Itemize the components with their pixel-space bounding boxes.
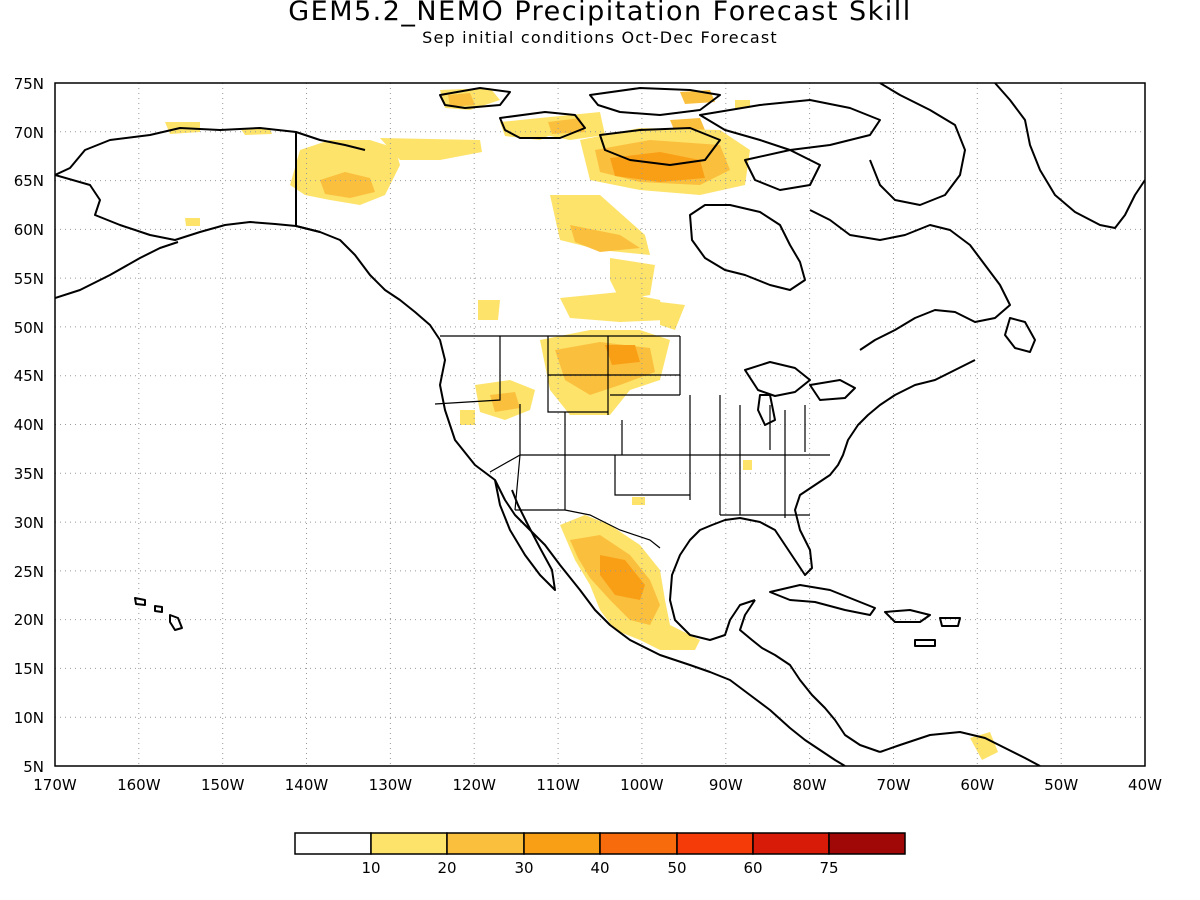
- colorbar-swatch: [752, 832, 830, 855]
- lat-label: 15N: [14, 660, 44, 678]
- lat-label: 40N: [14, 416, 44, 434]
- colorbar-label: 75: [819, 859, 838, 877]
- lon-label: 80W: [793, 776, 827, 794]
- lon-label: 110W: [536, 776, 580, 794]
- colorbar-label: 40: [590, 859, 609, 877]
- lat-label: 45N: [14, 367, 44, 385]
- coastlines: [55, 83, 1145, 766]
- lat-label: 25N: [14, 563, 44, 581]
- grid-lines: [55, 83, 1145, 766]
- political-borders: [434, 335, 830, 549]
- colorbar-label: 60: [743, 859, 762, 877]
- lat-label: 30N: [14, 514, 44, 532]
- lon-label: 70W: [877, 776, 911, 794]
- lon-label: 100W: [620, 776, 664, 794]
- lat-label: 20N: [14, 611, 44, 629]
- lon-label: 130W: [369, 776, 413, 794]
- lon-label: 90W: [709, 776, 743, 794]
- colorbar-label: 20: [437, 859, 456, 877]
- colorbar-swatch: [599, 832, 678, 855]
- map-frame: [54, 82, 1146, 767]
- lat-label: 35N: [14, 465, 44, 483]
- colorbar: 10 20 30 40 50 60 75: [294, 832, 906, 877]
- lon-label: 160W: [117, 776, 161, 794]
- map-title: GEM5.2_NEMO Precipitation Forecast Skill: [288, 0, 912, 27]
- lon-label: 50W: [1044, 776, 1078, 794]
- lon-label: 60W: [960, 776, 994, 794]
- lon-label: 170W: [33, 776, 77, 794]
- lon-label: 120W: [452, 776, 496, 794]
- colorbar-swatch: [676, 832, 754, 855]
- colorbar-swatch: [446, 832, 525, 855]
- colorbar-label: 50: [667, 859, 686, 877]
- longitude-labels: 170W 160W 150W 140W 130W 120W 110W 100W …: [33, 776, 1162, 794]
- lat-label: 5N: [23, 758, 44, 776]
- colorbar-swatch: [828, 832, 906, 855]
- lon-label: 40W: [1128, 776, 1162, 794]
- colorbar-label: 30: [514, 859, 533, 877]
- lat-label: 65N: [14, 172, 44, 190]
- lon-label: 150W: [201, 776, 245, 794]
- skill-shading: [165, 88, 998, 760]
- lat-label: 60N: [14, 221, 44, 239]
- lat-label: 75N: [14, 75, 44, 93]
- lat-label: 55N: [14, 270, 44, 288]
- colorbar-label: 10: [361, 859, 380, 877]
- map-subtitle: Sep initial conditions Oct-Dec Forecast: [422, 28, 778, 47]
- lat-label: 10N: [14, 709, 44, 727]
- lat-label: 70N: [14, 124, 44, 142]
- lat-label: 50N: [14, 319, 44, 337]
- latitude-labels: 75N 70N 65N 60N 55N 50N 45N 40N 35N 30N …: [14, 75, 44, 776]
- colorbar-swatch: [523, 832, 601, 855]
- colorbar-swatch: [294, 832, 372, 855]
- lon-label: 140W: [285, 776, 329, 794]
- colorbar-swatch: [370, 832, 448, 855]
